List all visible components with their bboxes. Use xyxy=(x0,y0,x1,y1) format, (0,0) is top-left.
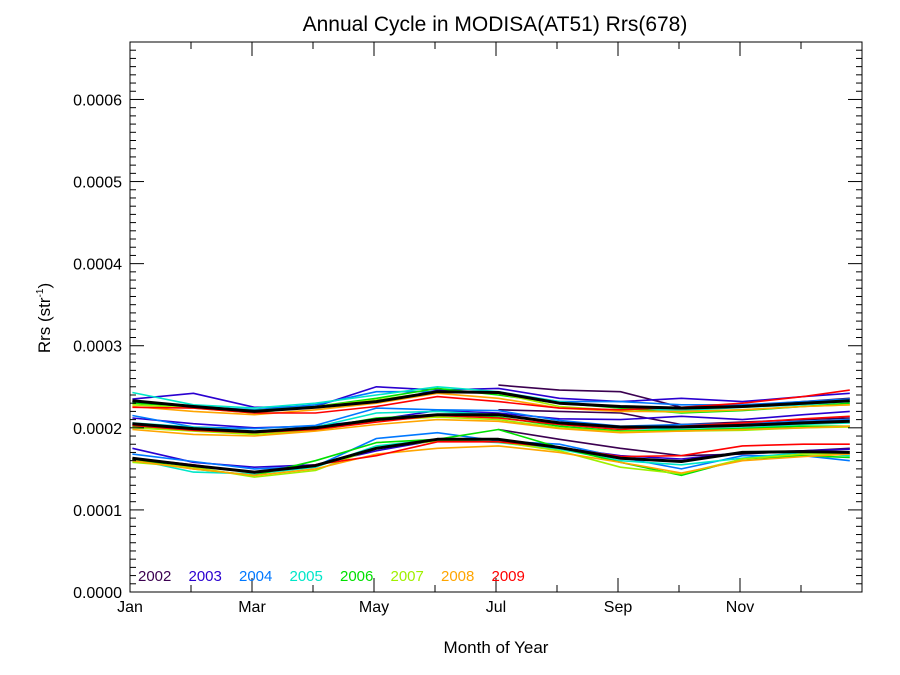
legend-item-2009: 2009 xyxy=(492,568,525,585)
series-2008-upper-line xyxy=(132,392,850,416)
series-2008-mean-line xyxy=(132,418,850,437)
legend-item-2005: 2005 xyxy=(290,568,323,585)
legend-item-2004: 2004 xyxy=(239,568,272,585)
svg-text:Rrs (str-1): Rrs (str-1) xyxy=(35,283,54,353)
x-axis-title: Month of Year xyxy=(444,638,549,657)
y-tick-label: 0.0001 xyxy=(73,503,122,520)
x-tick-label: Jul xyxy=(486,599,506,616)
chart-title: Annual Cycle in MODISA(AT51) Rrs(678) xyxy=(303,13,688,36)
legend-item-2008: 2008 xyxy=(441,568,474,585)
climatology-mean-line xyxy=(132,413,850,434)
series-2009-upper-line xyxy=(132,389,850,414)
y-tick-label: 0.0006 xyxy=(73,92,122,109)
y-axis-title: Rrs (str-1) xyxy=(35,283,54,353)
x-tick-label: Mar xyxy=(238,599,266,616)
legend-item-2002: 2002 xyxy=(138,568,171,585)
x-tick-label: Sep xyxy=(604,599,633,616)
plot-lines xyxy=(132,384,850,478)
series-2008-lower-line xyxy=(132,445,850,477)
x-tick-label: Jan xyxy=(117,599,143,616)
y-axis-title-main: Rrs (str xyxy=(35,297,54,353)
legend-item-2007: 2007 xyxy=(391,568,424,585)
climatology-upper-line xyxy=(132,390,850,413)
legend-item-2003: 2003 xyxy=(189,568,222,585)
tick-labels: 0.0000 0.0001 0.0002 0.0003 0.0004 0.0005 0.00… xyxy=(73,92,754,616)
legend: 2002 2003 2004 2005 2006 2007 2008 2009 xyxy=(138,568,525,585)
axes xyxy=(129,41,863,593)
x-tick-label: Nov xyxy=(726,599,754,616)
y-tick-label: 0.0002 xyxy=(73,421,122,438)
y-tick-label: 0.0005 xyxy=(73,175,122,192)
x-tick-label: May xyxy=(359,599,389,616)
y-tick-label: 0.0004 xyxy=(73,257,122,274)
y-axis-title-sup: -1 xyxy=(35,288,46,297)
y-tick-label: 0.0003 xyxy=(73,339,122,356)
legend-item-2006: 2006 xyxy=(340,568,373,585)
y-axis-title-close: ) xyxy=(35,283,54,289)
climatology-lower-line xyxy=(132,437,850,474)
y-tick-label: 0.0000 xyxy=(73,585,122,602)
